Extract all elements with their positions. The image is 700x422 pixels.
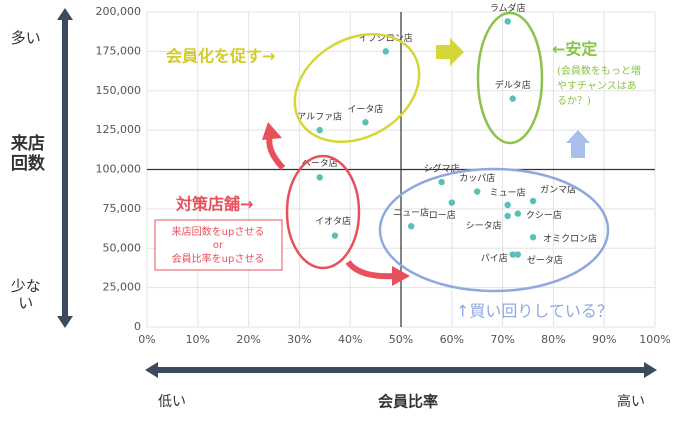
point bbox=[331, 232, 339, 239]
annotation: ↑買い回りしている？ bbox=[456, 302, 613, 321]
annotation: 来店回数をupさせる bbox=[172, 225, 265, 238]
point-label: カッパ店 bbox=[459, 172, 495, 184]
arrow-blue bbox=[566, 130, 590, 158]
point-label: ニュー店 bbox=[393, 207, 429, 219]
x-tick-label: 70% bbox=[490, 333, 514, 346]
point-label: ゼータ店 bbox=[527, 254, 563, 266]
y-axis-title: 来店回数 bbox=[10, 134, 45, 174]
point bbox=[509, 95, 516, 102]
point bbox=[504, 201, 511, 209]
y-tick-label: 50,000 bbox=[103, 241, 142, 254]
x-tick-label: 30% bbox=[287, 333, 311, 346]
x-axis-title: 会員比率 bbox=[378, 393, 438, 411]
ellipse-cross bbox=[378, 167, 610, 293]
point bbox=[504, 212, 511, 220]
y-tick-label: 200,000 bbox=[96, 5, 142, 18]
point bbox=[382, 48, 389, 55]
arrow-red-right-head bbox=[392, 266, 410, 286]
point-label: ガンマ店 bbox=[540, 184, 576, 196]
point bbox=[529, 234, 537, 241]
point bbox=[514, 210, 522, 217]
annotation: ←安定 bbox=[552, 40, 597, 59]
point bbox=[316, 126, 323, 134]
point-label: デルタ店 bbox=[495, 79, 531, 91]
point-label: ロー店 bbox=[429, 209, 456, 221]
point bbox=[509, 251, 516, 258]
y-high: 多い bbox=[10, 29, 41, 47]
point-label: イオタ店 bbox=[315, 215, 351, 227]
x-tick-label: 10% bbox=[186, 333, 210, 346]
point-label: シータ店 bbox=[466, 219, 502, 231]
point bbox=[407, 223, 415, 230]
x-tick-label: 40% bbox=[338, 333, 362, 346]
y-tick-label: 100,000 bbox=[96, 163, 142, 176]
arrow-red-right bbox=[345, 260, 396, 280]
annotation: or bbox=[213, 240, 224, 251]
x-tick-label: 0% bbox=[138, 333, 155, 346]
annotation: るか？) bbox=[557, 95, 591, 107]
point-label: イータ店 bbox=[347, 103, 383, 115]
ellipse-action bbox=[285, 154, 361, 270]
point-label: パイ店 bbox=[481, 252, 508, 264]
x-tick-label: 80% bbox=[541, 333, 565, 346]
x-tick-label: 20% bbox=[236, 333, 260, 346]
y-low: 少ない bbox=[10, 277, 41, 313]
point bbox=[362, 119, 369, 126]
ellipse-stable bbox=[476, 11, 544, 145]
point-label: アルファ店 bbox=[297, 111, 342, 123]
x-tick-label: 60% bbox=[440, 333, 464, 346]
point-label: オミクロン店 bbox=[543, 233, 597, 245]
y-tick-label: 25,000 bbox=[103, 281, 142, 294]
x-tick-label: 100% bbox=[639, 333, 670, 346]
y-tick-label: 175,000 bbox=[96, 44, 142, 57]
arrow-red-up bbox=[266, 134, 286, 171]
point-label: シグマ店 bbox=[424, 163, 460, 175]
x-tick-label: 50% bbox=[389, 333, 413, 346]
arrow-yellow bbox=[436, 38, 464, 66]
annotation: 会員化を促す→ bbox=[166, 47, 275, 66]
action-box bbox=[154, 219, 283, 271]
point bbox=[514, 251, 522, 258]
x-tick-label: 90% bbox=[592, 333, 616, 346]
point bbox=[316, 174, 323, 181]
annotation: 会員比率をupさせる bbox=[172, 252, 265, 265]
annotation: やすチャンスはあ bbox=[557, 80, 637, 92]
point bbox=[448, 199, 455, 206]
point bbox=[529, 197, 537, 205]
x-high: 高い bbox=[617, 393, 645, 410]
point-label: ラムダ店 bbox=[490, 2, 526, 14]
y-tick-label: 0 bbox=[134, 320, 141, 333]
arrow-red-up-head bbox=[262, 122, 282, 140]
point bbox=[474, 188, 481, 195]
annotation: 対策店舗→ bbox=[175, 195, 253, 214]
ellipse-promote bbox=[293, 32, 421, 144]
x-low: 低い bbox=[158, 394, 186, 410]
point bbox=[438, 178, 445, 186]
point bbox=[504, 18, 511, 25]
y-tick-label: 75,000 bbox=[103, 202, 142, 215]
annotation: (会員数をもっと増 bbox=[557, 64, 641, 77]
y-tick-label: 150,000 bbox=[96, 84, 142, 97]
point-label: クシー店 bbox=[526, 209, 562, 221]
point-label: ミュー店 bbox=[490, 186, 526, 198]
y-tick-label: 125,000 bbox=[96, 123, 142, 136]
